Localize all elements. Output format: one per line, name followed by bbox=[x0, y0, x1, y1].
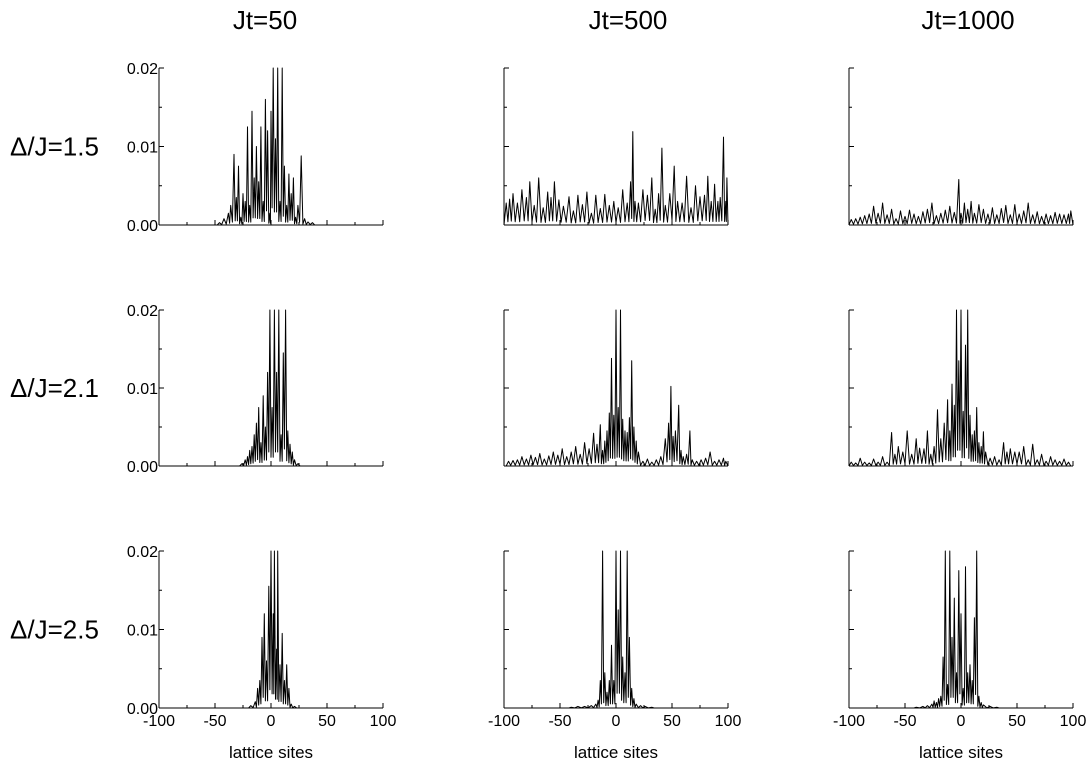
row-label: Δ/J=2.5 bbox=[10, 615, 99, 645]
series-line bbox=[504, 550, 728, 709]
series-line bbox=[848, 179, 1074, 226]
x-tick-label: -50 bbox=[893, 713, 916, 730]
series-line bbox=[849, 550, 1073, 709]
series-line bbox=[159, 550, 383, 709]
panel: -100 -50 0 50 100 lattice sites bbox=[488, 550, 742, 761]
y-tick-label: 0.02 bbox=[127, 544, 158, 561]
x-axis-title: lattice sites bbox=[229, 743, 313, 761]
x-axis-title: lattice sites bbox=[919, 743, 1003, 761]
x-tick-label: 0 bbox=[612, 713, 621, 730]
series-line bbox=[159, 309, 383, 467]
panel: -100 -50 0 50 100 lattice sites bbox=[833, 550, 1087, 761]
y-tick-label: 0.01 bbox=[127, 381, 158, 398]
series-line bbox=[159, 67, 383, 226]
panel: 0.00 0.01 0.02 bbox=[127, 303, 384, 476]
x-tick-label: 100 bbox=[715, 713, 742, 730]
series-line bbox=[848, 309, 1073, 467]
panel bbox=[503, 67, 729, 226]
y-tick-label: 0.01 bbox=[127, 140, 158, 157]
x-tick-label: -50 bbox=[548, 713, 571, 730]
x-tick-label: -50 bbox=[203, 713, 226, 730]
panel bbox=[503, 309, 729, 467]
x-tick-label: -100 bbox=[143, 713, 175, 730]
y-tick-label: 0.02 bbox=[127, 303, 158, 320]
x-tick-label: 100 bbox=[370, 713, 397, 730]
y-tick-label: 0.00 bbox=[127, 218, 158, 235]
panel bbox=[848, 67, 1074, 226]
y-tick-label: 0.00 bbox=[127, 701, 158, 718]
y-tick-label: 0.02 bbox=[127, 61, 158, 78]
x-tick-label: 0 bbox=[957, 713, 966, 730]
x-tick-label: 50 bbox=[1008, 713, 1026, 730]
row-label: Δ/J=2.1 bbox=[10, 373, 99, 403]
series-line bbox=[503, 131, 729, 226]
x-axis-title: lattice sites bbox=[574, 743, 658, 761]
panel: 0.00 0.01 0.02 bbox=[127, 61, 384, 235]
x-tick-label: 50 bbox=[318, 713, 336, 730]
column-title: Jt=1000 bbox=[921, 5, 1014, 35]
panel: 0.00 0.01 0.02 -100 -50 0 50 100 lattice sites bbox=[127, 544, 397, 761]
series-line bbox=[504, 309, 729, 467]
x-tick-label: -100 bbox=[833, 713, 865, 730]
column-title: Jt=50 bbox=[233, 5, 297, 35]
column-title: Jt=500 bbox=[589, 5, 668, 35]
panel bbox=[848, 309, 1074, 467]
y-tick-label: 0.00 bbox=[127, 459, 158, 476]
x-tick-label: 50 bbox=[663, 713, 681, 730]
row-label: Δ/J=1.5 bbox=[10, 132, 99, 162]
x-tick-label: 0 bbox=[267, 713, 276, 730]
x-tick-label: -100 bbox=[488, 713, 520, 730]
y-tick-label: 0.01 bbox=[127, 623, 158, 640]
x-tick-label: 100 bbox=[1060, 713, 1087, 730]
